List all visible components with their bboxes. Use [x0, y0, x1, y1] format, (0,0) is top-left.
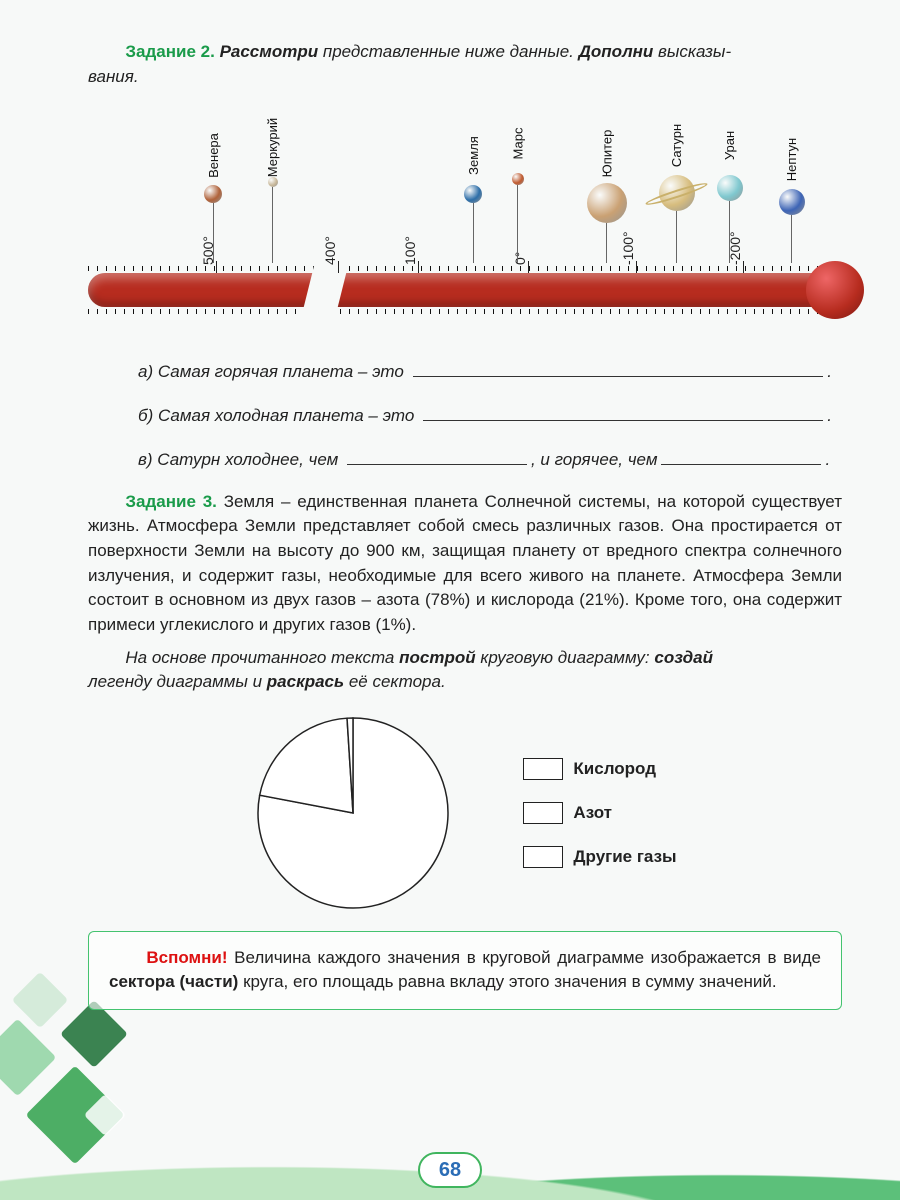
legend-item: Другие газы	[523, 846, 676, 868]
legend-label: Кислород	[573, 759, 656, 779]
legend-item: Кислород	[523, 758, 676, 780]
planet-Уран: Уран	[715, 138, 744, 263]
planet-Меркурий: Меркурий	[243, 140, 302, 263]
legend-label: Другие газы	[573, 847, 676, 867]
task3-body: Задание 3. Земля – единственная планета …	[88, 490, 842, 638]
planet-Юпитер: Юпитер	[583, 146, 631, 263]
task3-instruction: На основе прочитанного текста построй кр…	[88, 646, 842, 695]
legend-label: Азот	[573, 803, 612, 823]
tick-label: 400°	[322, 236, 338, 265]
legend-swatch[interactable]	[523, 846, 563, 868]
legend-swatch[interactable]	[523, 758, 563, 780]
pie-legend: Кислород Азот Другие газы	[523, 758, 676, 868]
planet-Венера: Венера	[191, 148, 236, 263]
legend-swatch[interactable]	[523, 802, 563, 824]
planet-Марс: Марс	[502, 136, 534, 263]
blank-a[interactable]	[413, 359, 824, 378]
task3-heading: Задание 3.	[125, 492, 217, 511]
planet-Земля: Земля	[454, 148, 493, 263]
fill-c: в) Сатурн холоднее, чем , и горячее, чем…	[138, 446, 832, 470]
planet-Сатурн: Сатурн	[655, 138, 698, 263]
blank-c1[interactable]	[347, 446, 527, 465]
fill-a: а) Самая горячая планета – это .	[138, 359, 832, 383]
fill-in-block: а) Самая горячая планета – это . б) Сама…	[88, 335, 842, 470]
task2-intro: Задание 2. Рассмотри представленные ниже…	[88, 40, 842, 65]
pie-chart	[253, 713, 453, 913]
thermometer-diagram: 500°400°100°0°-100°-200°ВенераМеркурийЗе…	[88, 105, 848, 325]
task2-heading: Задание 2.	[125, 42, 214, 61]
pie-area: Кислород Азот Другие газы	[88, 713, 842, 913]
recall-key: Вспомни!	[146, 948, 227, 967]
legend-item: Азот	[523, 802, 676, 824]
blank-b[interactable]	[423, 402, 823, 421]
fill-b: б) Самая холодная планета – это .	[138, 402, 832, 426]
blank-c2[interactable]	[661, 446, 821, 465]
task2-intro-line2: вания.	[88, 67, 842, 87]
page-number: 68	[418, 1152, 482, 1188]
recall-box: Вспомни! Величина каждого значения в кру…	[88, 931, 842, 1010]
tick-label: 100°	[402, 236, 418, 265]
planet-Нептун: Нептун	[770, 152, 813, 263]
